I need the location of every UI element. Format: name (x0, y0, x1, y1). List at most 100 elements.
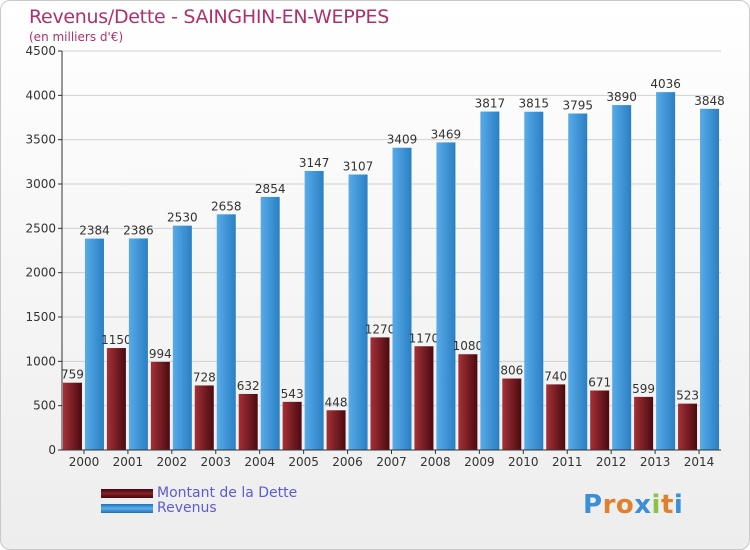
logo-letter: r (602, 490, 616, 520)
data-label-revenue: 3815 (519, 97, 550, 111)
data-label-debt: 1150 (101, 333, 132, 347)
bar-revenue (524, 111, 544, 450)
bar-revenue (84, 238, 104, 450)
data-label-debt: 1170 (409, 331, 440, 345)
y-tick-label: 0 (48, 443, 56, 457)
x-tick-label: 2002 (157, 455, 188, 469)
x-tick-label: 2012 (596, 455, 627, 469)
bar-debt (238, 393, 258, 450)
legend-swatch-debt (101, 489, 153, 498)
logo-letter: x (634, 490, 652, 520)
bar-debt (326, 410, 346, 450)
chart-title: Revenus/Dette - SAINGHIN-EN-WEPPES (29, 6, 389, 28)
data-label-revenue: 2530 (167, 211, 198, 225)
data-label-debt: 671 (588, 376, 611, 390)
data-label-revenue: 3848 (694, 94, 725, 108)
y-tick-label: 4500 (25, 44, 56, 58)
x-tick-label: 2004 (244, 455, 275, 469)
bar-debt (546, 384, 566, 450)
bar-revenue (436, 142, 456, 450)
bar-debt (414, 346, 434, 450)
x-axis: 2000 2001 2002 2003 2004 2005 2006 2007 2008 2009… (62, 449, 721, 469)
y-tick-label: 3500 (25, 133, 56, 147)
data-label-revenue: 2384 (79, 224, 110, 238)
y-tick-label: 2500 (25, 221, 56, 235)
data-label-debt: 1080 (453, 339, 484, 353)
y-tick-label: 4000 (25, 88, 56, 102)
data-label-debt: 806 (500, 364, 523, 378)
bar-debt (150, 361, 170, 450)
grid-lines (62, 50, 721, 451)
y-tick-label: 500 (33, 399, 56, 413)
y-tick-label: 2000 (25, 266, 56, 280)
bar-debt (370, 337, 390, 450)
bars: 759 2384 1150 2386 994 2530 728 2658 632 2854 543 3… (61, 77, 725, 451)
bar-revenue (612, 105, 632, 450)
data-label-debt: 543 (281, 387, 304, 401)
proxiti-logo: Proxiti (583, 490, 683, 520)
data-label-debt: 599 (632, 382, 655, 396)
bar-debt (590, 390, 610, 450)
data-label-revenue: 3890 (606, 90, 637, 104)
y-tick-label: 1000 (25, 354, 56, 368)
bar-debt (62, 382, 82, 450)
logo-letter: i (651, 490, 661, 520)
x-tick-label: 2010 (508, 455, 539, 469)
bar-revenue (172, 225, 192, 450)
data-label-debt: 728 (193, 370, 216, 384)
bar-revenue (656, 92, 676, 451)
data-label-revenue: 3817 (475, 97, 506, 111)
x-tick-label: 2009 (464, 455, 495, 469)
logo-letter: i (673, 490, 684, 520)
legend-label-revenue: Revenus (157, 500, 217, 516)
legend-item-revenue: Revenus (101, 501, 297, 516)
legend-label-debt: Montant de la Dette (157, 485, 298, 501)
bar-debt (634, 396, 654, 450)
chart-subtitle: (en milliers d'€) (29, 30, 124, 44)
x-tick-label: 2006 (332, 455, 363, 469)
bar-revenue (480, 111, 500, 451)
data-label-debt: 740 (544, 369, 567, 383)
data-label-revenue: 2386 (123, 223, 154, 237)
legend: Montant de la Dette Revenus (101, 486, 297, 516)
x-tick-label: 2000 (69, 455, 100, 469)
bar-revenue (348, 174, 368, 450)
logo-letter: P (583, 490, 603, 520)
data-label-revenue: 4036 (650, 77, 681, 91)
data-label-debt: 994 (149, 347, 172, 361)
x-tick-label: 2001 (113, 455, 144, 469)
legend-item-debt: Montant de la Dette (101, 486, 297, 501)
bar-debt (678, 403, 698, 450)
data-label-debt: 523 (676, 389, 699, 403)
x-tick-label: 2008 (420, 455, 451, 469)
data-label-revenue: 3107 (343, 160, 374, 174)
data-label-debt: 759 (61, 368, 84, 382)
logo-letter: t (660, 490, 674, 520)
data-label-revenue: 3147 (299, 156, 330, 170)
x-tick-label: 2011 (552, 455, 583, 469)
data-label-revenue: 3409 (387, 133, 418, 147)
bar-revenue (568, 113, 588, 450)
x-tick-label: 2003 (200, 455, 231, 469)
data-label-debt: 632 (237, 379, 260, 393)
data-label-debt: 448 (325, 395, 348, 409)
bar-debt (282, 401, 302, 450)
y-tick-label: 3000 (25, 177, 56, 191)
bar-revenue (260, 196, 280, 450)
bar-revenue (128, 238, 148, 450)
x-tick-label: 2005 (288, 455, 319, 469)
data-label-revenue: 2854 (255, 182, 286, 196)
data-label-revenue: 2658 (211, 199, 242, 213)
x-tick-label: 2007 (376, 455, 407, 469)
bar-debt (106, 348, 126, 450)
x-tick-label: 2013 (640, 455, 671, 469)
bar-debt (194, 385, 214, 450)
data-label-revenue: 3469 (431, 127, 462, 141)
legend-swatch-revenue (101, 504, 153, 513)
x-tick-label: 2014 (684, 455, 715, 469)
bar-revenue (700, 108, 720, 450)
logo-letter: o (615, 490, 635, 520)
bar-debt (502, 378, 522, 450)
y-axis: 0 500 1000 1500 2000 2500 3000 3500 4000 4500 (25, 44, 63, 457)
